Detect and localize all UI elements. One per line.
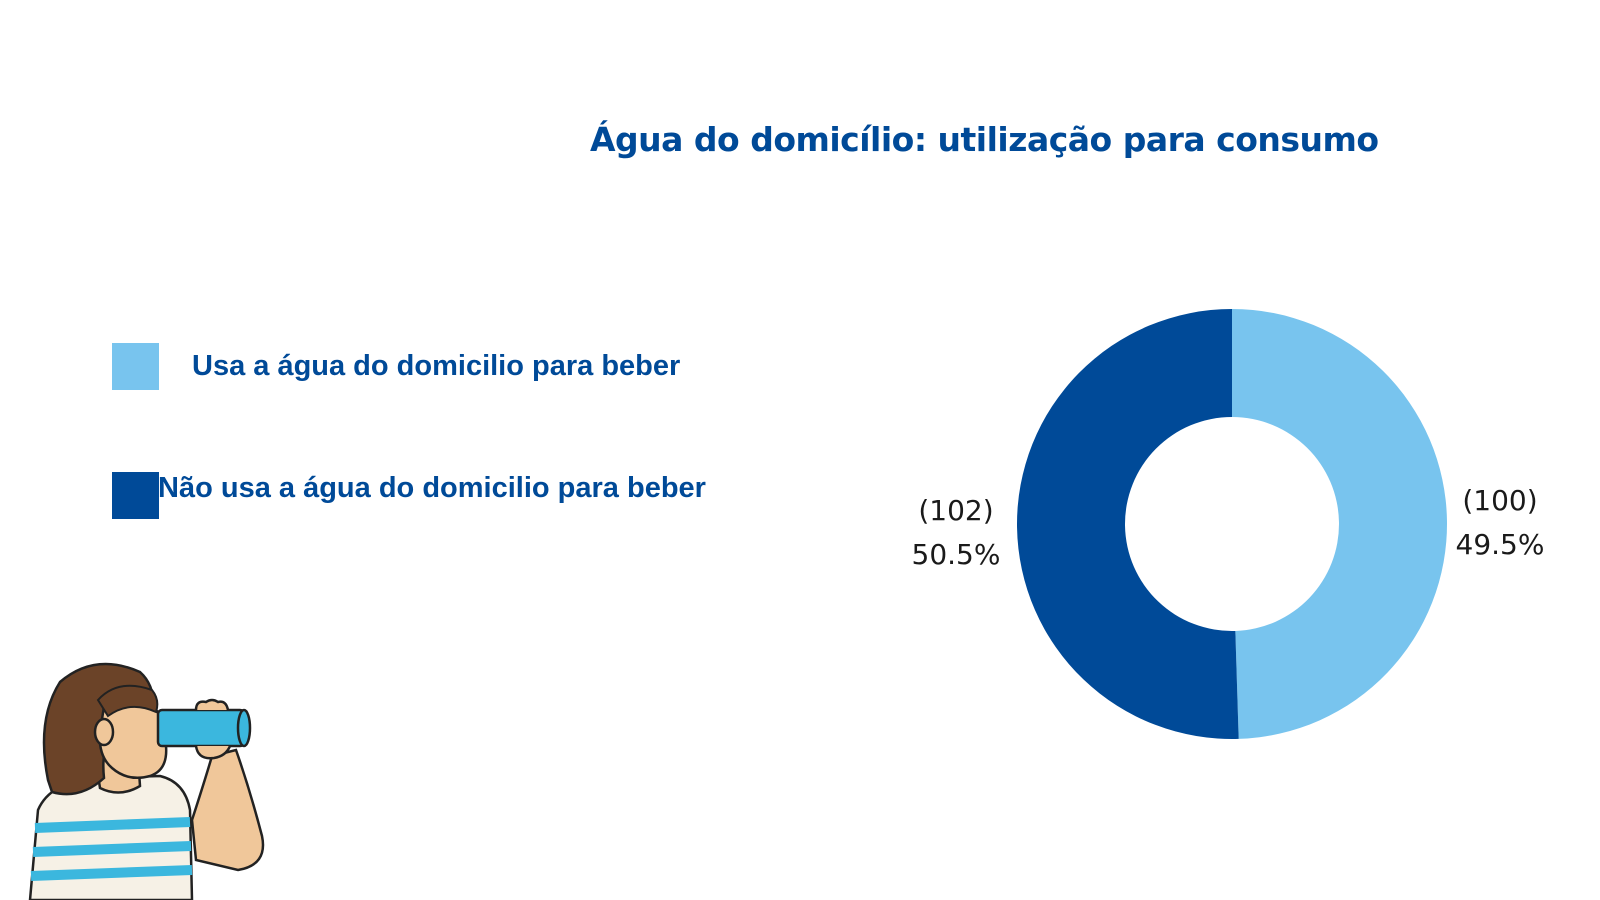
data-label-count-usa: (100) (1462, 484, 1537, 517)
data-label-count-nao-usa: (102) (918, 494, 993, 527)
legend-swatch-usa (112, 343, 159, 390)
data-label-percent-nao-usa: 50.5% (912, 538, 1001, 571)
donut-slice-nao-usa (1017, 309, 1239, 739)
donut-slice-usa (1232, 309, 1448, 739)
data-label-percent-usa: 49.5% (1456, 528, 1545, 561)
legend-label-nao-usa: Não usa a água do domicilio para beber (158, 472, 706, 504)
chart-title: Água do domicílio: utilização para consu… (590, 120, 1379, 159)
person-drinking-water-icon (28, 662, 265, 900)
legend-label-usa: Usa a água do domicilio para beber (192, 350, 681, 382)
legend-swatch-nao-usa (112, 472, 159, 519)
